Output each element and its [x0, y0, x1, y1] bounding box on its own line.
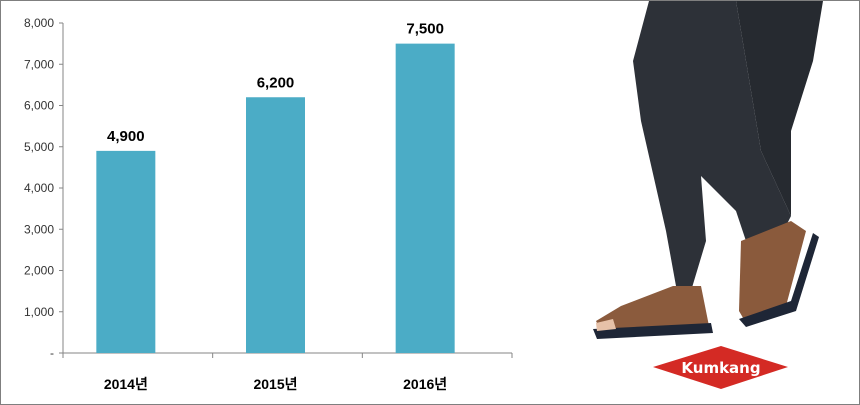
y-tick-label: 6,000 [24, 99, 54, 113]
sandal-photo [593, 1, 823, 339]
bar-2016년 [395, 43, 455, 353]
x-tick-label: 2014년 [104, 376, 148, 392]
x-tick-label: 2016년 [403, 376, 447, 392]
y-tick-label: 2,000 [24, 264, 54, 278]
y-tick-label: 8,000 [24, 16, 54, 30]
svg-text:Kumkang: Kumkang [681, 359, 760, 377]
y-tick-label: 4,000 [24, 181, 54, 195]
bar-2014년 [96, 150, 156, 353]
y-tick-label: 7,000 [24, 57, 54, 71]
data-label: 7,500 [406, 21, 444, 38]
y-tick-label: 1,000 [24, 305, 54, 319]
x-tick-label: 2015년 [253, 376, 297, 392]
y-tick-label: 3,000 [24, 222, 54, 236]
kumkang-logo: Kumkang [653, 346, 788, 389]
data-label: 6,200 [257, 74, 295, 91]
y-tick-label: - [50, 346, 54, 360]
y-tick-label: 5,000 [24, 140, 54, 154]
data-label: 4,900 [107, 128, 145, 145]
bar-2015년 [246, 97, 305, 353]
